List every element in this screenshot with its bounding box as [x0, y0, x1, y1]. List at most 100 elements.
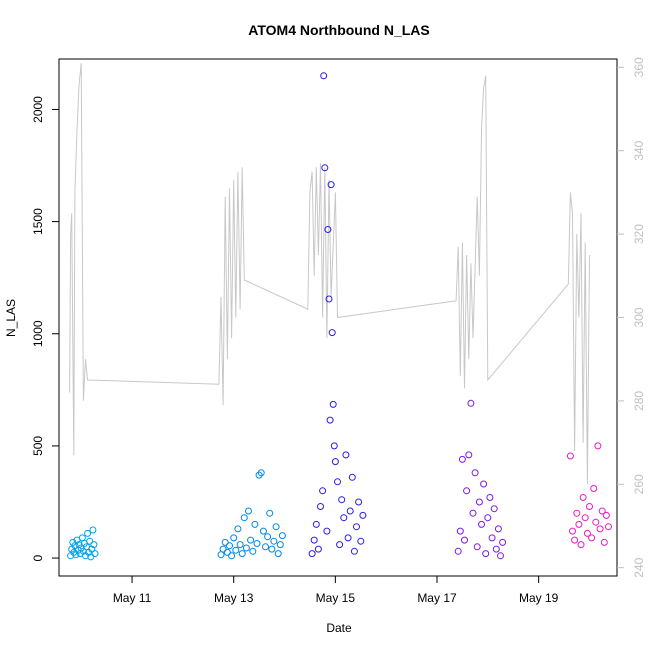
data-point — [492, 545, 500, 553]
data-point — [586, 503, 593, 510]
x-tick-label: May 15 — [316, 591, 356, 605]
data-point — [236, 541, 244, 549]
secondary-y-axis: 240 260 280 300 320 340 360 — [617, 57, 646, 578]
line-series-path — [69, 63, 590, 485]
data-point — [334, 478, 341, 486]
data-point — [573, 509, 581, 517]
data-point — [321, 164, 329, 172]
y2-tick-label: 260 — [632, 474, 646, 494]
data-point — [350, 547, 358, 555]
data-point — [323, 527, 331, 535]
data-point — [499, 538, 507, 546]
data-point — [342, 451, 350, 459]
data-point — [338, 496, 346, 504]
data-point — [310, 536, 318, 544]
x-tick-label: May 11 — [113, 591, 152, 605]
data-point — [336, 541, 344, 549]
data-point — [245, 507, 252, 515]
data-point — [251, 520, 259, 528]
y-tick-label: 1500 — [31, 208, 45, 235]
data-point — [355, 498, 363, 506]
y-tick-label: 0 — [31, 554, 45, 561]
y2-tick-label: 340 — [632, 140, 646, 160]
data-point — [328, 329, 336, 337]
data-point — [569, 527, 576, 535]
data-point — [348, 473, 356, 481]
data-point — [90, 541, 98, 549]
data-point — [217, 551, 225, 559]
data-point — [579, 494, 587, 501]
data-point — [87, 553, 95, 561]
data-point — [471, 469, 479, 477]
data-point — [594, 442, 602, 450]
data-point — [70, 548, 78, 556]
data-point — [223, 548, 231, 556]
chart-title: ATOM4 Northbound N_LAS — [248, 22, 429, 38]
data-point — [583, 529, 591, 537]
data-point — [458, 455, 466, 463]
y2-tick-label: 360 — [632, 57, 646, 77]
data-point — [262, 543, 269, 551]
data-point — [247, 536, 255, 544]
data-point — [497, 552, 504, 560]
data-point — [469, 509, 477, 517]
data-point — [486, 494, 494, 501]
data-point — [353, 523, 360, 531]
data-point — [324, 226, 332, 233]
data-point — [475, 498, 483, 506]
data-point — [314, 545, 322, 553]
data-point — [329, 400, 337, 408]
data-point — [330, 442, 338, 450]
scatter-points — [67, 72, 612, 561]
data-point — [465, 451, 473, 459]
data-point — [357, 537, 365, 545]
data-point — [590, 485, 598, 492]
data-point — [326, 416, 334, 424]
data-point — [88, 545, 96, 553]
data-point — [238, 550, 246, 558]
data-point — [340, 514, 348, 522]
data-point — [234, 525, 242, 533]
data-point — [240, 514, 248, 522]
data-point — [264, 533, 272, 541]
data-point — [577, 541, 585, 549]
data-point — [325, 295, 333, 303]
data-point — [575, 520, 583, 528]
data-point — [230, 534, 238, 542]
data-point — [480, 480, 488, 488]
data-point — [255, 471, 263, 479]
data-point — [278, 532, 286, 540]
data-point — [320, 72, 328, 80]
data-point — [344, 534, 352, 542]
y-axis: 0 500 1000 1500 2000 — [31, 96, 59, 561]
data-point — [454, 547, 462, 555]
x-tick-label: May 19 — [519, 591, 559, 605]
data-point — [566, 452, 574, 460]
data-point — [312, 520, 320, 528]
y2-tick-label: 280 — [632, 391, 646, 411]
data-point — [319, 487, 327, 495]
data-point — [331, 458, 339, 466]
data-point — [600, 538, 608, 546]
data-point — [272, 523, 280, 531]
data-point — [482, 550, 490, 558]
data-point — [257, 469, 265, 477]
y-axis-label: N_LAS — [4, 299, 18, 337]
data-point — [274, 550, 282, 558]
x-tick-label: May 13 — [214, 591, 254, 605]
data-point — [89, 526, 97, 534]
y2-tick-label: 300 — [632, 307, 646, 327]
data-point — [259, 527, 267, 535]
data-point — [91, 550, 99, 558]
data-point — [268, 545, 276, 553]
data-point — [484, 514, 492, 522]
data-point — [605, 523, 612, 531]
data-point — [461, 536, 468, 544]
data-point — [308, 550, 316, 558]
y2-tick-label: 320 — [632, 224, 646, 244]
y2-tick-label: 240 — [632, 557, 646, 577]
data-point — [219, 545, 227, 553]
data-point — [598, 507, 606, 515]
data-point — [592, 518, 600, 526]
